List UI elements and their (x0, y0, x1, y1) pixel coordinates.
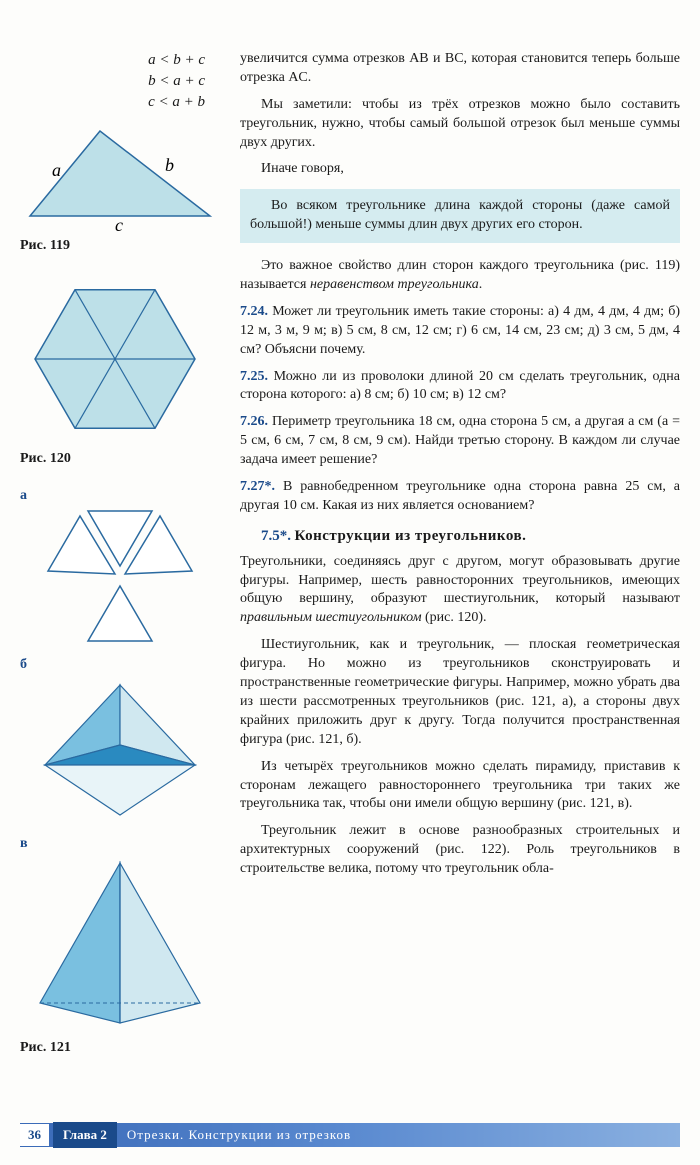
para-8: Треугольник лежит в основе разнообразных… (240, 822, 680, 879)
side-c: c (115, 215, 123, 231)
chapter-title: Отрезки. Конструкции из отрезков (127, 1126, 351, 1144)
side-a: a (52, 160, 61, 180)
label-v: в (20, 836, 28, 851)
figures-column: a < b + c b < a + c c < a + b a b c Рис.… (20, 50, 240, 1100)
exploded-hex-svg (20, 506, 220, 646)
caption-120: Рис. 120 (20, 450, 225, 469)
exercise-7-24: 7.24. Может ли треугольник иметь такие с… (240, 303, 680, 360)
inequalities-block: a < b + c b < a + c c < a + b (20, 50, 225, 113)
caption-121: Рис. 121 (20, 1039, 225, 1058)
text-column: увеличится сумма отрезков AB и BC, котор… (240, 50, 680, 1100)
chapter-label: Глава 2 (53, 1122, 117, 1148)
figure-120: Рис. 120 (20, 274, 225, 469)
para-3: Иначе говоря, (240, 160, 680, 179)
para-6: Шестиугольник, как и треугольник, — плос… (240, 636, 680, 749)
para-2: Мы заметили: чтобы из трёх отрезков можн… (240, 96, 680, 153)
exercise-7-27: 7.27*. В равнобедренном треугольнике одн… (240, 478, 680, 516)
side-b: b (165, 155, 174, 175)
para-1: увеличится сумма отрезков AB и BC, котор… (240, 50, 680, 88)
pyramid-svg (20, 853, 220, 1033)
ineq-2: b < a + c (20, 71, 205, 92)
figure-121a: а (20, 487, 225, 646)
triangle-119-svg: a b c (20, 121, 220, 231)
hexagon-svg (20, 274, 210, 444)
section-7-5-title: 7.5*. Конструкции из треугольников. (240, 526, 680, 547)
page-footer: 36 Глава 2 Отрезки. Конструкции из отрез… (20, 1123, 680, 1147)
highlight-theorem: Во всяком треугольнике длина каждой стор… (240, 189, 680, 243)
figure-121v: в Рис. 121 (20, 835, 225, 1059)
label-b: б (20, 657, 27, 672)
figure-119: a b c Рис. 119 (20, 121, 225, 256)
para-4: Это важное свойство длин сторон каждого … (240, 257, 680, 295)
exercise-7-26: 7.26. Периметр треугольника 18 см, одна … (240, 413, 680, 470)
exercise-7-25: 7.25. Можно ли из проволоки длиной 20 см… (240, 368, 680, 406)
ineq-1: a < b + c (20, 50, 205, 71)
label-a: а (20, 488, 27, 503)
figure-121b: б (20, 656, 225, 825)
para-5: Треугольники, соединяясь друг с другом, … (240, 553, 680, 629)
caption-119: Рис. 119 (20, 237, 225, 256)
para-7: Из четырёх треугольников можно сделать п… (240, 758, 680, 815)
ineq-3: c < a + b (20, 92, 205, 113)
3d-fig-b-svg (20, 675, 220, 825)
page-number: 36 (20, 1124, 49, 1146)
